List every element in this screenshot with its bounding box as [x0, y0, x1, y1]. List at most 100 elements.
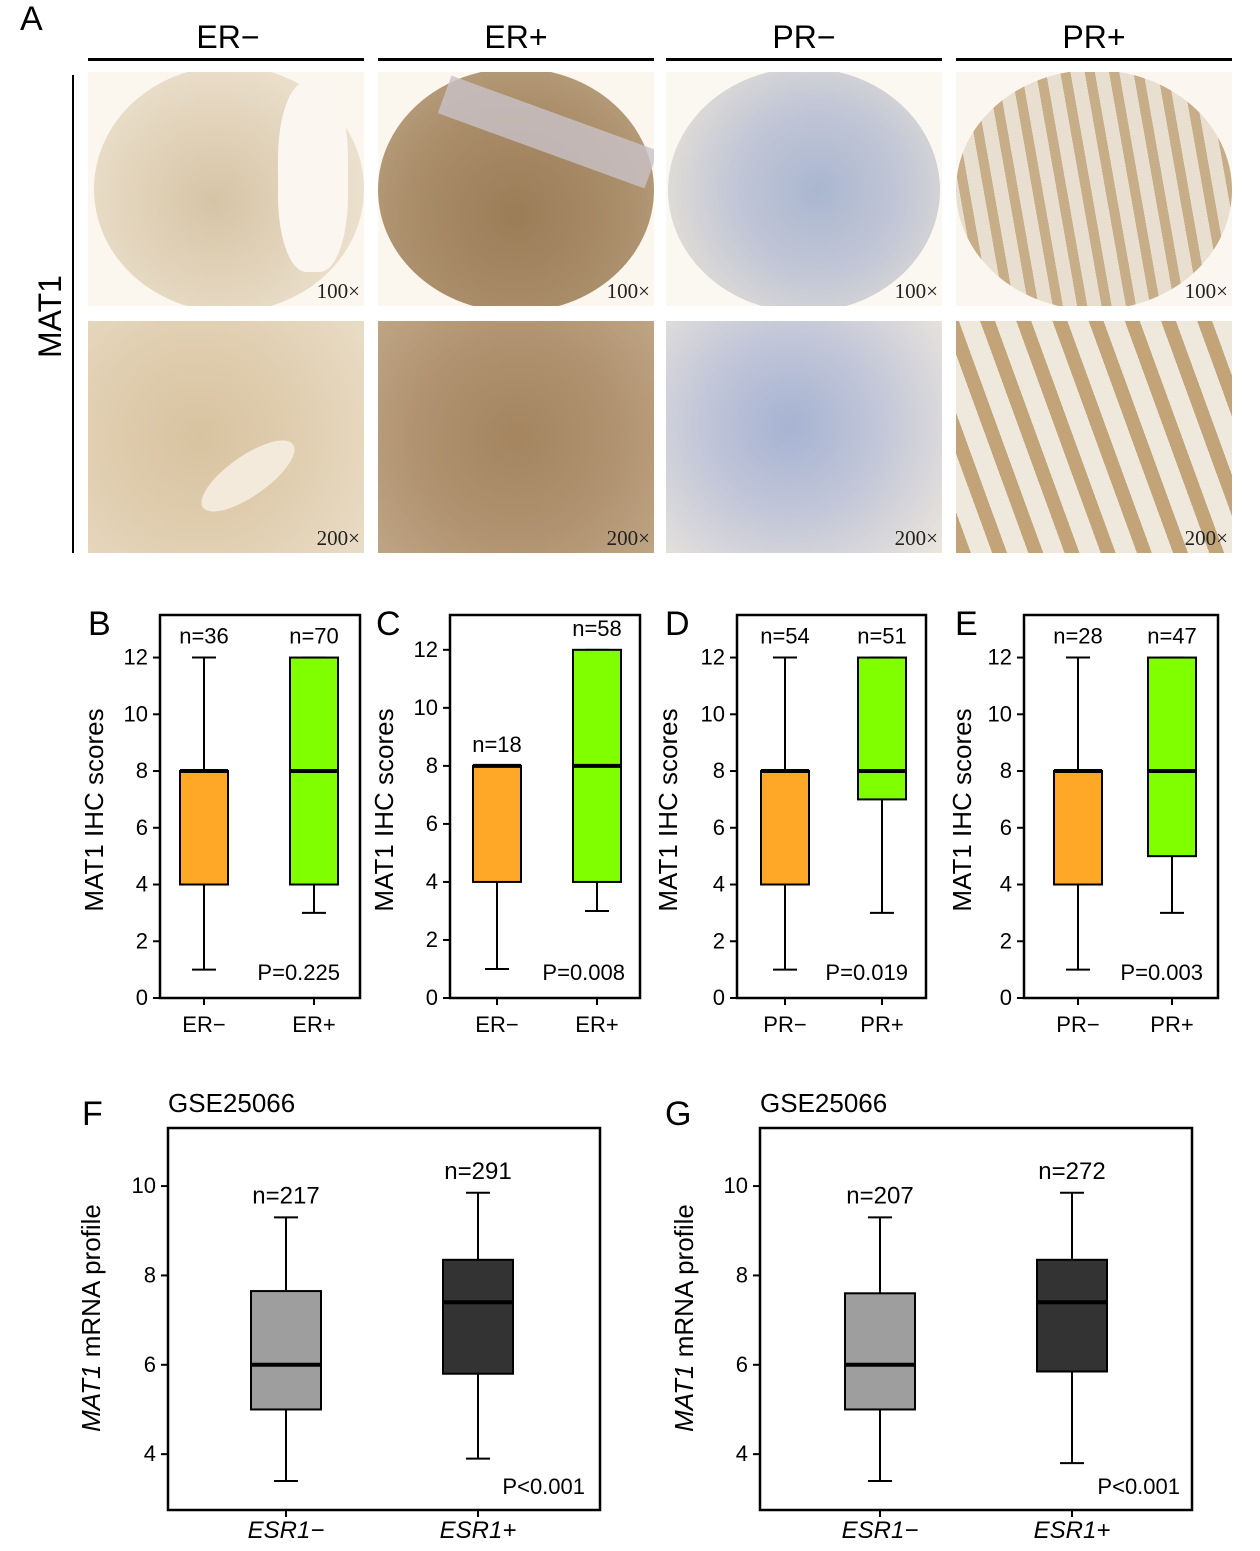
ihc-photo-pr-neg-200x: 200× — [666, 321, 942, 553]
chart-title: GSE25066 — [168, 1088, 295, 1118]
ihc-photo-er-neg-100x: 100× — [88, 72, 364, 306]
y-tick-label: 10 — [988, 701, 1012, 726]
n-label: n=36 — [179, 624, 229, 649]
plot-frame — [158, 613, 362, 1000]
magnification-label: 100× — [894, 279, 938, 303]
tissue-void — [278, 82, 348, 272]
plot-frame — [735, 613, 928, 1000]
y-tick-label: 4 — [713, 872, 725, 897]
n-label: n=18 — [472, 732, 522, 757]
panel-letter: D — [665, 605, 690, 643]
plot-frame — [166, 1126, 602, 1512]
row-bracket-line — [72, 75, 74, 553]
y-tick-label: 0 — [1000, 985, 1012, 1010]
y-tick-label: 12 — [414, 637, 438, 662]
category-label: ESR1+ — [440, 1517, 517, 1544]
y-tick-label: 6 — [1000, 815, 1012, 840]
y-axis-label: MAT1 IHC scores — [947, 708, 977, 911]
y-tick-label: 10 — [414, 695, 438, 720]
n-label: n=291 — [444, 1158, 511, 1185]
p-value-label: P=0.008 — [542, 960, 625, 985]
magnification-label: 200× — [894, 526, 938, 550]
y-axis-label: MAT1 IHC scores — [653, 708, 683, 911]
y-tick-label: 8 — [426, 753, 438, 778]
y-tick-label: 8 — [1000, 758, 1012, 783]
y-tick-label: 4 — [136, 872, 148, 897]
y-tick-label: 6 — [713, 815, 725, 840]
y-tick-label: 6 — [426, 811, 438, 836]
y-tick-label: 2 — [136, 928, 148, 953]
y-tick-label: 0 — [426, 985, 438, 1010]
ihc-photo-er-pos-200x: 200× — [378, 321, 654, 553]
magnification-label: 200× — [1184, 526, 1228, 550]
plot-frame — [448, 613, 642, 1000]
ihc-photo-er-neg-200x: 200× — [88, 321, 364, 553]
panel-a-letter: A — [20, 0, 43, 38]
n-label: n=54 — [760, 624, 810, 649]
col-rule-pr-pos — [956, 58, 1232, 61]
category-label: PR+ — [1150, 1012, 1193, 1037]
box-negative — [179, 770, 229, 886]
ihc-photo-pr-neg-100x: 100× — [666, 72, 942, 306]
panel-letter: B — [88, 605, 111, 643]
category-label: PR− — [763, 1012, 806, 1037]
n-label: n=58 — [572, 616, 622, 641]
y-tick-label: 10 — [124, 701, 148, 726]
y-tick-label: 4 — [144, 1441, 156, 1466]
y-tick-label: 10 — [724, 1173, 748, 1198]
chart-title: GSE25066 — [760, 1088, 887, 1118]
category-label: ER− — [475, 1012, 518, 1037]
n-label: n=47 — [1147, 624, 1197, 649]
p-value-label: P<0.001 — [1097, 1474, 1180, 1499]
col-title-pr-pos: PR+ — [1062, 19, 1126, 55]
y-tick-label: 2 — [713, 928, 725, 953]
category-label: ER+ — [292, 1012, 335, 1037]
category-label: ER+ — [575, 1012, 618, 1037]
y-tick-label: 2 — [1000, 928, 1012, 953]
magnification-label: 200× — [316, 526, 360, 550]
y-tick-label: 12 — [701, 645, 725, 670]
y-tick-label: 4 — [1000, 872, 1012, 897]
magnification-label: 100× — [606, 279, 650, 303]
box-negative — [760, 770, 810, 886]
col-rule-er-pos — [378, 58, 654, 61]
tissue-core — [956, 72, 1232, 306]
y-tick-label: 10 — [132, 1173, 156, 1198]
p-value-label: P=0.003 — [1120, 960, 1203, 985]
col-title-er-neg: ER− — [196, 19, 260, 55]
magnification-label: 200× — [606, 526, 650, 550]
y-tick-label: 4 — [736, 1441, 748, 1466]
magnification-label: 100× — [1184, 279, 1228, 303]
col-rule-pr-neg — [666, 58, 942, 61]
p-value-label: P<0.001 — [502, 1474, 585, 1499]
y-tick-label: 10 — [701, 701, 725, 726]
n-label: n=217 — [252, 1182, 319, 1209]
n-label: n=28 — [1053, 624, 1103, 649]
y-axis-label: MAT1 IHC scores — [369, 708, 399, 911]
p-value-label: P=0.225 — [257, 960, 340, 985]
col-title-pr-neg: PR− — [772, 19, 836, 55]
y-tick-label: 0 — [136, 985, 148, 1010]
panel-letter: G — [665, 1095, 691, 1133]
plot-frame — [758, 1126, 1194, 1512]
y-tick-label: 6 — [736, 1352, 748, 1377]
y-axis-label: MAT1 mRNA profile — [669, 1204, 699, 1432]
box-positive — [857, 656, 907, 801]
p-value-label: P=0.019 — [825, 960, 908, 985]
col-rule-er-neg — [88, 58, 364, 61]
magnification-label: 100× — [316, 279, 360, 303]
box-negative — [472, 764, 522, 883]
y-tick-label: 8 — [144, 1262, 156, 1287]
category-label: ESR1− — [842, 1517, 919, 1544]
plot-frame — [1022, 613, 1220, 1000]
panel-letter: E — [955, 605, 978, 643]
category-label: PR− — [1056, 1012, 1099, 1037]
box-positive — [442, 1258, 514, 1375]
category-label: ER− — [182, 1012, 225, 1037]
ihc-photo-pr-pos-100x: 100× — [956, 72, 1232, 306]
y-tick-label: 4 — [426, 869, 438, 894]
panel-letter: F — [82, 1095, 103, 1133]
category-label: ESR1− — [248, 1517, 325, 1544]
y-axis-label: MAT1 mRNA profile — [76, 1204, 106, 1432]
